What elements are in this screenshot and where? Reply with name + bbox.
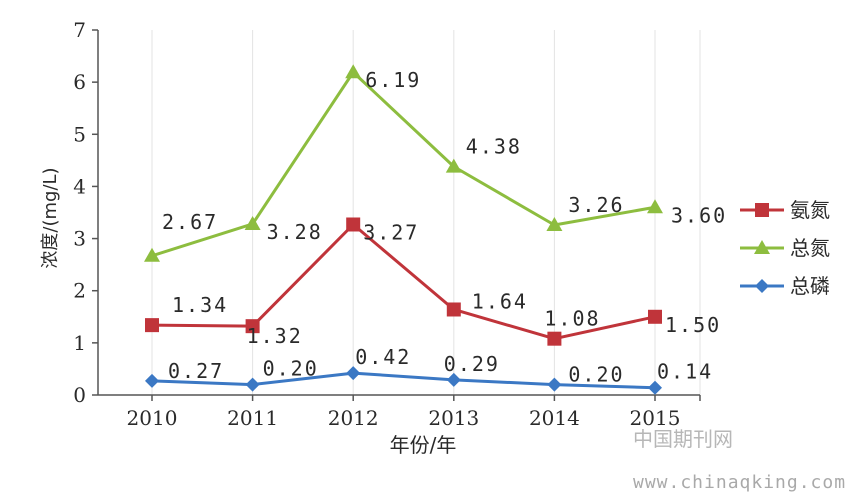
y-tick-label: 1	[73, 331, 86, 355]
x-tick-label: 2015	[630, 406, 681, 430]
y-tick-label: 2	[73, 279, 86, 303]
data-point-triangle	[244, 215, 261, 230]
data-point-triangle	[445, 158, 462, 173]
x-tick-label: 2014	[529, 406, 580, 430]
data-point-diamond	[245, 377, 260, 392]
series-总磷	[145, 366, 662, 395]
y-tick-label: 4	[73, 174, 86, 198]
legend-label: 总磷	[790, 274, 830, 298]
legend-item: 总磷	[740, 274, 830, 298]
y-tick-label: 0	[73, 383, 86, 407]
axes: 0 1 2 3 4 5 6 7 2010 2011 2012 2013 2014 2015	[73, 18, 701, 430]
y-tick-label: 3	[73, 227, 86, 251]
watermark-name: 中国期刊网	[633, 427, 733, 451]
data-point-triangle	[546, 217, 563, 232]
data-label: 1.50	[665, 313, 721, 337]
legend-label: 总氮	[790, 236, 830, 260]
watermark-url: www.chinaqking.com	[633, 472, 846, 493]
data-label: 3.28	[267, 220, 323, 244]
data-point-square	[547, 331, 562, 346]
y-tick-label: 7	[73, 18, 86, 42]
data-point-square	[346, 217, 361, 232]
series-layer	[144, 64, 663, 395]
x-tick-label: 2013	[428, 406, 479, 430]
series-line	[151, 371, 656, 390]
data-point-diamond	[346, 366, 361, 381]
data-point-triangle	[754, 240, 770, 254]
data-label: 1.32	[247, 324, 303, 348]
x-tick-label: 2011	[227, 406, 278, 430]
legend-item: 总氮	[740, 236, 830, 260]
legend-label: 氨氮	[790, 198, 830, 222]
series-总氮	[144, 64, 663, 262]
y-tick-label: 6	[73, 70, 86, 94]
series-line	[151, 222, 656, 341]
y-axis-title: 浓度/(mg/L)	[40, 167, 61, 268]
data-point-square	[648, 309, 662, 324]
data-label: 1.08	[544, 307, 600, 331]
data-labels: 1.34 1.32 3.27 1.64 1.08 1.50 2.67 3.28 6.19 4.38…	[162, 68, 727, 387]
data-label: 0.20	[263, 357, 319, 381]
data-label: 1.64	[472, 289, 528, 313]
data-label: 0.29	[444, 352, 500, 376]
data-point-triangle	[144, 247, 160, 262]
data-label: 0.42	[355, 345, 411, 369]
data-point-diamond	[547, 377, 562, 392]
data-point-triangle	[345, 64, 362, 79]
data-point-diamond	[145, 373, 159, 388]
data-point-diamond	[446, 372, 461, 387]
series-氨氮	[145, 217, 662, 346]
series-line	[151, 70, 656, 258]
data-label: 0.27	[168, 359, 224, 383]
data-label: 4.38	[466, 135, 522, 159]
data-label: 0.14	[657, 360, 713, 384]
data-label: 3.27	[363, 220, 419, 244]
y-tick-label: 5	[73, 122, 86, 146]
data-point-square	[446, 302, 461, 317]
data-label: 6.19	[365, 68, 421, 92]
data-point-square	[145, 318, 159, 333]
data-point-square	[245, 319, 260, 334]
data-point-square	[755, 203, 769, 217]
data-point-diamond	[648, 380, 662, 395]
data-label: 3.60	[671, 203, 727, 227]
x-tick-label: 2012	[328, 406, 379, 430]
data-label: 3.26	[568, 193, 624, 217]
data-point-diamond	[755, 279, 769, 293]
legend-item: 氨氮	[740, 198, 830, 222]
data-point-triangle	[647, 199, 663, 214]
data-label: 1.34	[172, 293, 228, 317]
x-tick-label: 2010	[127, 406, 178, 430]
data-label: 0.20	[568, 363, 624, 387]
data-label: 2.67	[162, 210, 218, 234]
x-axis-title: 年份/年	[390, 433, 457, 457]
